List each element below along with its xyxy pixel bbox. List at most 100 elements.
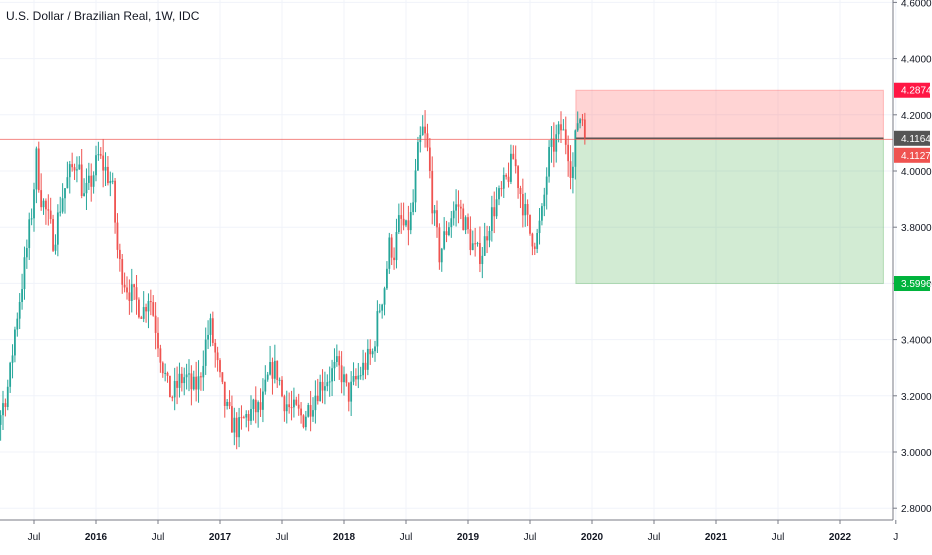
x-tick-label: Jul bbox=[152, 532, 165, 543]
candle-body bbox=[290, 407, 293, 409]
x-tick-label: Jul bbox=[276, 532, 289, 543]
candle-body bbox=[445, 231, 448, 236]
candle-body bbox=[431, 170, 434, 214]
y-tick-label: 4.2000 bbox=[901, 111, 932, 122]
candle-body bbox=[526, 204, 529, 215]
candle-body bbox=[235, 417, 238, 438]
candle-body bbox=[107, 166, 109, 184]
candle-body bbox=[130, 284, 133, 301]
candle-body bbox=[417, 142, 419, 171]
candle-body bbox=[259, 402, 262, 410]
candle-body bbox=[92, 175, 95, 187]
candle-body bbox=[514, 159, 517, 167]
candle-body bbox=[402, 218, 405, 226]
x-tick-label: J bbox=[893, 532, 898, 543]
candle-body bbox=[240, 417, 243, 419]
candle-body bbox=[21, 289, 23, 302]
candle-body bbox=[214, 342, 217, 353]
candle-body bbox=[42, 200, 45, 208]
candle-body bbox=[102, 155, 105, 171]
price-tag: 4.2874 bbox=[894, 82, 932, 98]
x-tick-label: 2020 bbox=[581, 532, 604, 543]
x-tick-label: 2022 bbox=[829, 532, 852, 543]
candle-body bbox=[440, 248, 443, 263]
candle-body bbox=[16, 318, 19, 330]
candle-body bbox=[383, 288, 386, 305]
candle-body bbox=[390, 237, 393, 258]
candle-body bbox=[493, 207, 496, 217]
candle-body bbox=[185, 374, 188, 378]
candle-body bbox=[345, 374, 348, 383]
candle-body bbox=[529, 214, 531, 234]
candle-body bbox=[54, 244, 57, 251]
price-tag-bg bbox=[894, 147, 930, 163]
candles bbox=[0, 110, 586, 450]
candle-body bbox=[471, 243, 474, 251]
x-tick-label: Jul bbox=[524, 532, 537, 543]
candle-body bbox=[169, 375, 171, 398]
candle-body bbox=[242, 417, 245, 419]
candle-body bbox=[190, 373, 193, 390]
candle-body bbox=[245, 414, 248, 418]
candle-body bbox=[562, 129, 565, 131]
candle-body bbox=[37, 148, 40, 191]
candle-body bbox=[226, 401, 229, 406]
candle-body bbox=[276, 360, 279, 381]
candle-body bbox=[126, 287, 128, 293]
candle-body bbox=[257, 402, 260, 413]
candle-body bbox=[495, 199, 498, 217]
candle-body bbox=[304, 416, 307, 428]
candle-body bbox=[171, 397, 174, 399]
candle-body bbox=[335, 356, 338, 362]
reward-zone bbox=[575, 137, 884, 285]
candle-body bbox=[135, 287, 138, 300]
candle-body bbox=[543, 194, 546, 207]
candle-body bbox=[250, 408, 252, 421]
candle-body bbox=[397, 215, 400, 233]
candle-body bbox=[118, 249, 121, 260]
candle-body bbox=[18, 301, 21, 319]
candle-body bbox=[211, 318, 214, 343]
candle-body bbox=[219, 360, 221, 373]
candle-body bbox=[486, 236, 488, 241]
position-box bbox=[575, 89, 884, 285]
candle-body bbox=[254, 399, 257, 413]
candle-body bbox=[419, 135, 422, 143]
candle-body bbox=[357, 375, 360, 380]
candle-body bbox=[564, 129, 567, 145]
x-tick-label: 2018 bbox=[333, 532, 356, 543]
candle-body bbox=[45, 200, 47, 210]
candle-body bbox=[455, 204, 457, 211]
candle-body bbox=[273, 360, 276, 379]
candle-body bbox=[23, 257, 26, 290]
candle-body bbox=[33, 189, 35, 219]
candle-body bbox=[333, 361, 336, 369]
candle-body bbox=[371, 351, 374, 355]
candle-body bbox=[64, 188, 66, 199]
candle-body bbox=[68, 164, 71, 178]
candle-body bbox=[173, 380, 176, 398]
candle-body bbox=[278, 379, 281, 381]
candle-body bbox=[56, 212, 59, 245]
axes: 2.80003.00003.20003.40003.60003.80004.00… bbox=[0, 0, 932, 543]
candle-body bbox=[183, 377, 186, 384]
candle-body bbox=[309, 405, 312, 417]
candle-body bbox=[395, 232, 398, 261]
candle-body bbox=[40, 190, 43, 208]
candle-body bbox=[204, 339, 207, 366]
risk-zone bbox=[575, 89, 884, 139]
candle-body bbox=[128, 292, 131, 301]
candle-body bbox=[519, 188, 522, 195]
candle-body bbox=[30, 218, 33, 220]
candle-body bbox=[283, 396, 286, 412]
candle-body bbox=[579, 119, 581, 124]
y-tick-label: 4.6000 bbox=[901, 0, 932, 9]
candle-body bbox=[569, 161, 572, 178]
candle-body bbox=[192, 376, 195, 390]
candle-body bbox=[83, 193, 85, 196]
candle-body bbox=[90, 175, 93, 187]
candle-body bbox=[328, 381, 331, 383]
candle-body bbox=[359, 375, 362, 377]
candle-body bbox=[312, 410, 314, 417]
